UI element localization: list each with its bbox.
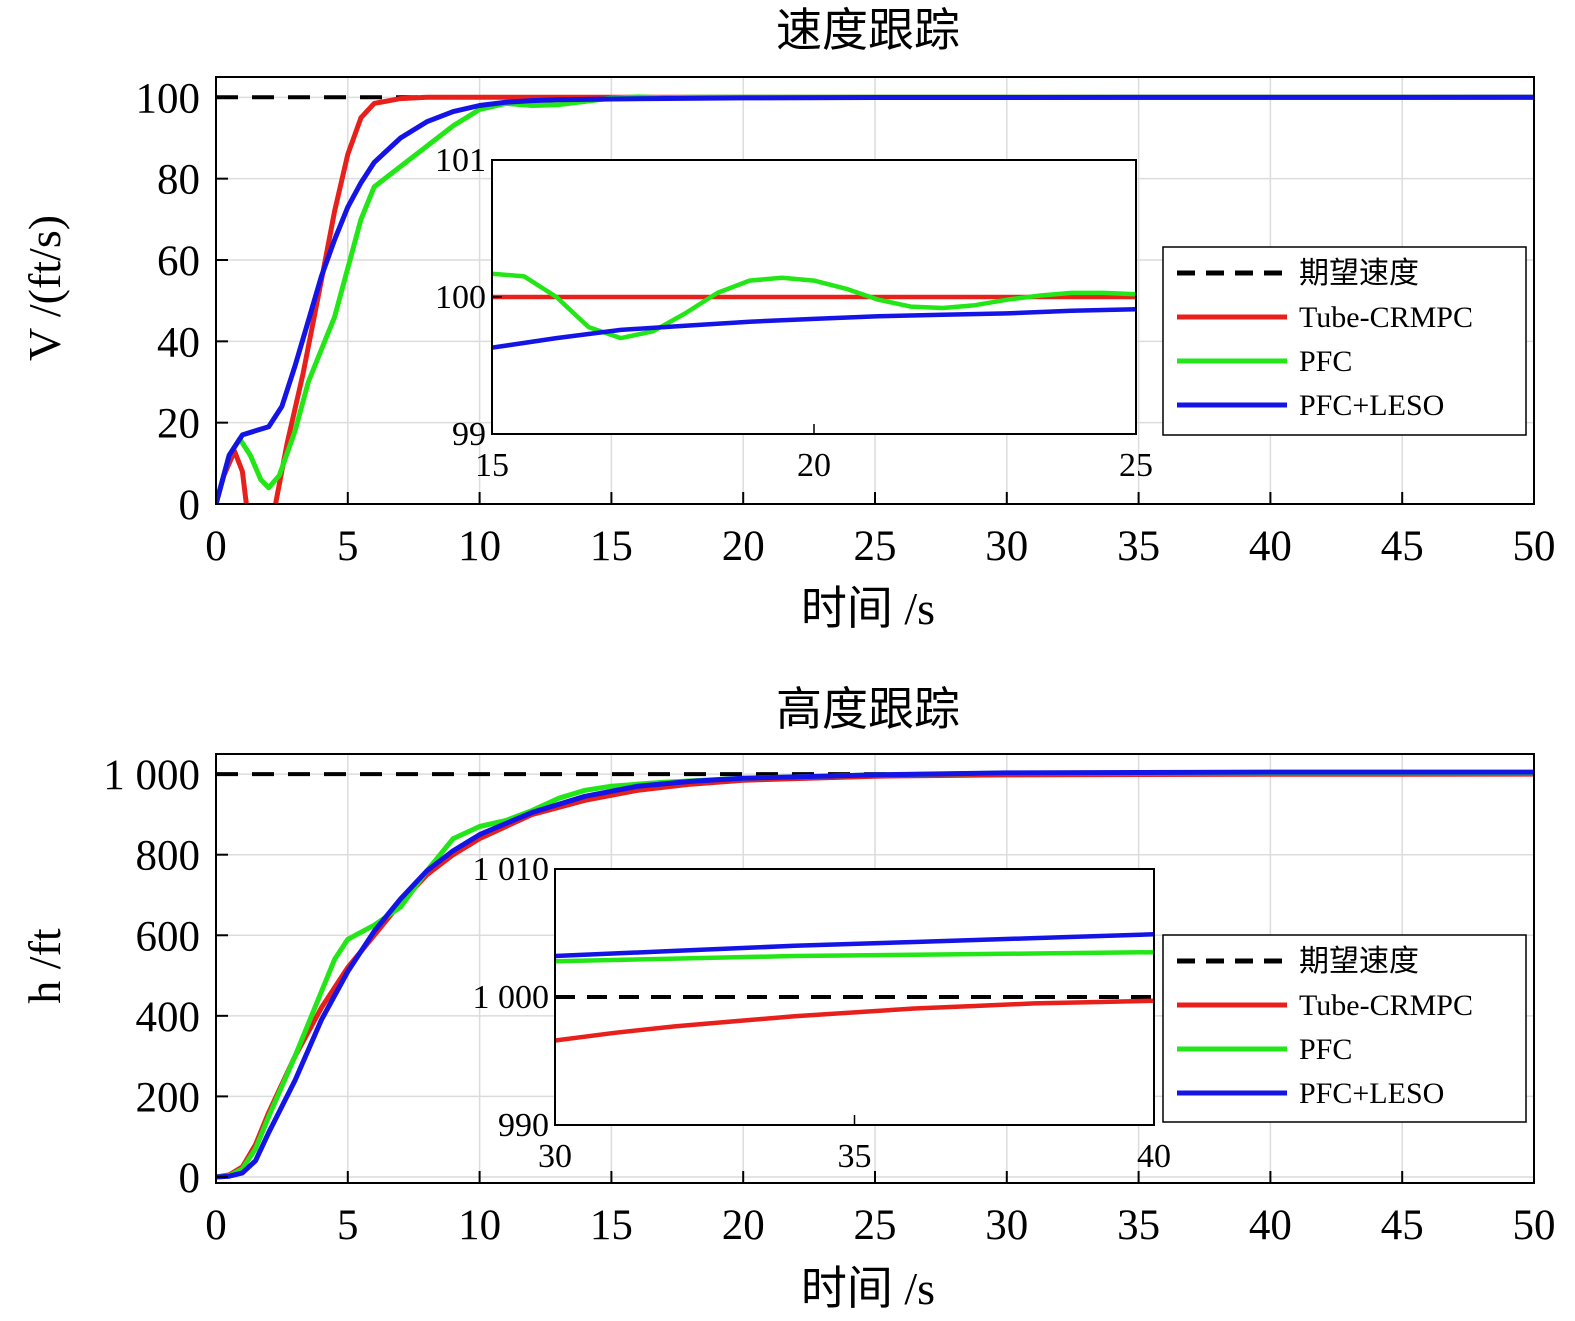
y-tick-label: 800 [136, 833, 201, 880]
inset-series-line-Tube-CRMPC [555, 998, 1154, 1043]
x-tick-label: 0 [205, 1202, 227, 1249]
y-tick-label: 80 [157, 157, 200, 204]
y-tick-label: 400 [136, 994, 201, 1041]
x-tick-label: 45 [1381, 523, 1424, 570]
legend-label: 期望速度 [1299, 257, 1419, 290]
legend-label: PFC [1299, 1033, 1352, 1066]
speed-tracking-chart: 速度跟踪 0 5 10 15 20 25 30 35 40 45 50 0 20 40 60 80 100 V … [19, 5, 1556, 634]
x-tick-label: 40 [1249, 523, 1292, 570]
zoom-inset: 15 20 25 99 100 101 [435, 142, 1153, 484]
y-tick-label: 40 [157, 319, 200, 366]
x-tick-label: 25 [854, 1202, 897, 1249]
y-tick-label: 1 000 [103, 752, 200, 799]
series-line-Tube-CRMPC [216, 94, 1534, 504]
x-axis-label: 时间 /s [801, 583, 935, 634]
x-tick-label: 10 [458, 1202, 501, 1249]
x-tick-label: 15 [590, 523, 633, 570]
x-tick-label: 50 [1513, 1202, 1556, 1249]
inset-x-tick-label: 15 [475, 447, 509, 484]
x-tick-label: 5 [337, 1202, 359, 1249]
x-tick-label: 20 [722, 523, 765, 570]
y-tick-label: 20 [157, 401, 200, 448]
chart-title: 速度跟踪 [776, 5, 960, 56]
inset-x-tick-label: 30 [538, 1138, 572, 1175]
legend-label: Tube-CRMPC [1299, 989, 1473, 1022]
inset-y-tick-label: 101 [435, 142, 486, 179]
y-tick-label: 0 [179, 482, 201, 529]
y-tick-label: 600 [136, 913, 201, 960]
x-tick-label: 40 [1249, 1202, 1292, 1249]
legend-label: PFC [1299, 345, 1352, 378]
x-tick-label: 0 [205, 523, 227, 570]
legend: 期望速度 Tube-CRMPC PFC PFC+LESO [1162, 934, 1527, 1123]
y-axis-label: V /(ft/s) [19, 215, 70, 361]
series-line-PFC+LESO [216, 94, 1534, 504]
series-line-PFC+LESO [216, 769, 1534, 1180]
legend-label: 期望速度 [1299, 945, 1419, 978]
x-tick-label: 20 [722, 1202, 765, 1249]
inset-x-tick-label: 35 [838, 1138, 872, 1175]
chart-title: 高度跟踪 [776, 684, 960, 735]
inset-x-tick-label: 25 [1119, 447, 1153, 484]
x-axis-label: 时间 /s [801, 1263, 935, 1314]
y-tick-label: 60 [157, 238, 200, 285]
x-tick-label: 15 [590, 1202, 633, 1249]
x-tick-label: 10 [458, 523, 501, 570]
x-tick-label: 25 [854, 523, 897, 570]
zoom-inset: 30 35 40 990 1 000 1 010 [473, 851, 1172, 1175]
inset-series-line-PFC+LESO [492, 307, 1136, 350]
inset-y-tick-label: 1 000 [473, 979, 550, 1016]
y-tick-label: 100 [136, 75, 201, 122]
inset-x-tick-label: 20 [797, 447, 831, 484]
x-tick-label: 35 [1117, 1202, 1160, 1249]
legend-box [1162, 934, 1527, 1123]
inset-y-tick-label: 100 [435, 279, 486, 316]
altitude-tracking-chart: 高度跟踪 0 5 10 15 20 25 30 35 40 45 50 0 200 400 600 800 1 … [19, 684, 1556, 1314]
y-axis-label: h /ft [19, 928, 70, 1004]
legend-label: PFC+LESO [1299, 1077, 1444, 1110]
y-tick-label: 200 [136, 1074, 201, 1121]
legend: 期望速度 Tube-CRMPC PFC PFC+LESO [1162, 246, 1527, 436]
x-tick-label: 35 [1117, 523, 1160, 570]
x-tick-label: 45 [1381, 1202, 1424, 1249]
y-tick-label: 0 [179, 1155, 201, 1202]
x-tick-label: 30 [985, 523, 1028, 570]
inset-series-line-PFC+LESO [555, 932, 1154, 959]
x-tick-label: 5 [337, 523, 359, 570]
legend-label: Tube-CRMPC [1299, 301, 1473, 334]
inset-y-tick-label: 99 [452, 416, 486, 453]
inset-y-tick-label: 1 010 [473, 851, 550, 888]
inset-y-tick-label: 990 [498, 1107, 549, 1144]
legend-label: PFC+LESO [1299, 389, 1444, 422]
inset-series-line-PFC [555, 949, 1154, 964]
inset-x-tick-label: 40 [1137, 1138, 1171, 1175]
x-tick-label: 30 [985, 1202, 1028, 1249]
x-tick-label: 50 [1513, 523, 1556, 570]
